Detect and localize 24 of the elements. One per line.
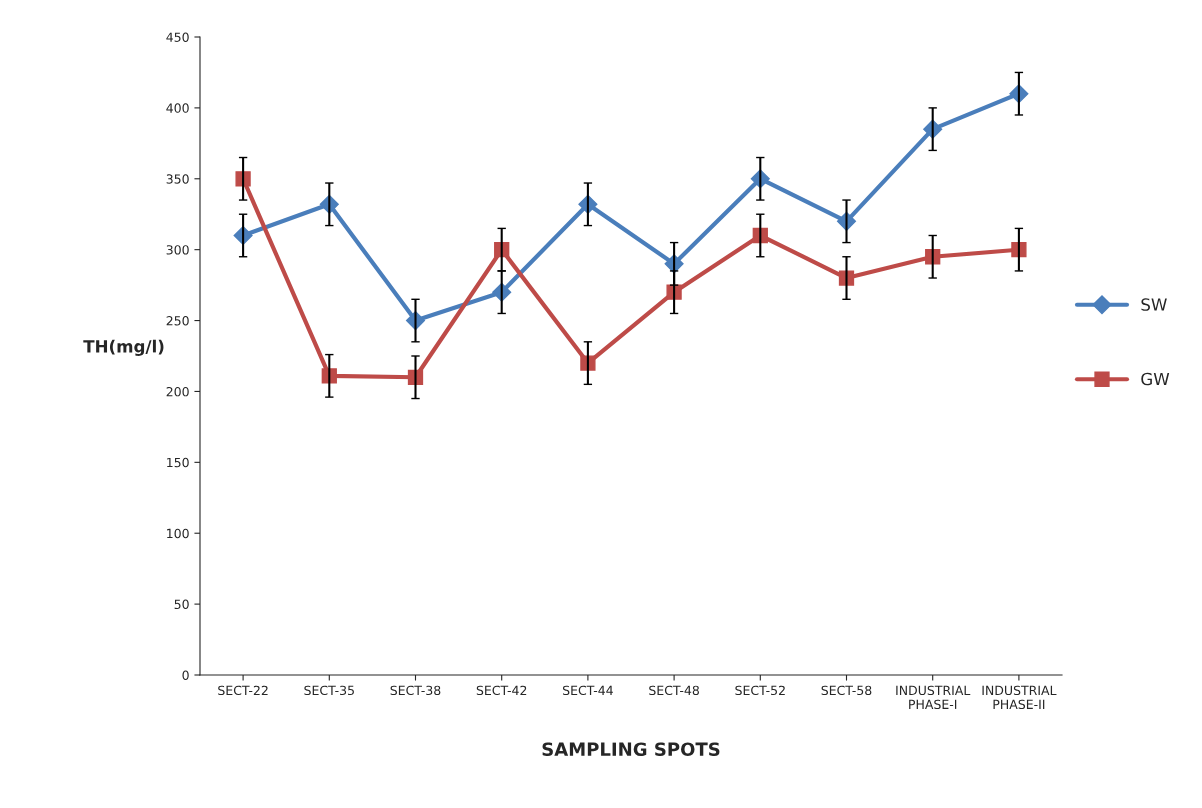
x-tick-label: SECT-22: [218, 685, 268, 696]
x-tick-label: SECT-48: [649, 685, 699, 696]
x-tick-label: INDUSTRIAL PHASE-II: [982, 685, 1057, 710]
x-tick-label: SECT-42: [476, 685, 527, 696]
x-tick-label: SECT-35: [304, 685, 354, 696]
x-axis-title: SAMPLING SPOTS: [542, 742, 720, 757]
legend-label: GW: [1141, 372, 1170, 386]
y-tick-label: 50: [174, 599, 189, 610]
y-tick-label: 300: [166, 245, 189, 255]
legend-label: SW: [1141, 298, 1167, 311]
y-tick-label: 100: [167, 528, 189, 539]
y-tick-label: 350: [166, 174, 189, 184]
y-tick-label: 450: [166, 32, 189, 42]
x-tick-label: INDUSTRIAL PHASE-I: [896, 685, 971, 710]
y-axis-title: TH(mg/l): [83, 339, 164, 356]
y-tick-label: 400: [166, 103, 189, 113]
y-tick-label: 150: [167, 457, 189, 468]
y-tick-label: 200: [166, 386, 189, 397]
y-tick-label: 250: [166, 316, 189, 326]
x-tick-label: SECT-52: [735, 685, 785, 696]
x-tick-label: SECT-38: [390, 685, 441, 696]
x-tick-label: SECT-58: [821, 685, 872, 696]
y-tick-label: 0: [182, 670, 189, 680]
x-tick-label: SECT-44: [562, 685, 613, 696]
